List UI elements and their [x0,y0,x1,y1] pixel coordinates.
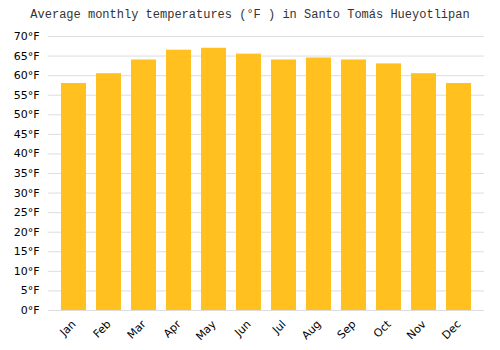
svg-text:35°F: 35°F [14,167,40,180]
svg-text:Sep: Sep [335,318,359,342]
svg-text:Mar: Mar [125,317,149,341]
svg-text:Aug: Aug [299,318,323,342]
svg-text:Apr: Apr [161,317,184,340]
html-text:Average monthly temperatures (: Average monthly temperatures (°F ) in Sa… [30,8,470,22]
svg-text:45°F: 45°F [14,128,40,141]
svg-text:Jun: Jun [232,318,254,340]
svg-text:40°F: 40°F [14,147,40,160]
svg-text:0°F: 0°F [21,304,40,317]
svg-text:30°F: 30°F [14,187,40,200]
svg-text:25°F: 25°F [14,206,40,219]
svg-text:50°F: 50°F [14,108,40,121]
svg-text:10°F: 10°F [14,265,40,278]
svg-text:60°F: 60°F [14,69,40,82]
svg-text:Feb: Feb [91,318,114,341]
svg-text:55°F: 55°F [14,89,40,102]
svg-text:65°F: 65°F [14,50,40,63]
svg-text:Nov: Nov [404,317,429,342]
svg-text:Jul: Jul [269,318,288,337]
svg-text:Oct: Oct [371,317,394,340]
svg-text:15°F: 15°F [14,245,40,258]
svg-text:Dec: Dec [439,318,463,342]
svg-text:Jan: Jan [57,318,79,340]
svg-text:70°F: 70°F [14,30,40,43]
svg-text:May: May [193,317,219,343]
svg-text:5°F: 5°F [21,284,40,297]
svg-text:20°F: 20°F [14,226,40,239]
